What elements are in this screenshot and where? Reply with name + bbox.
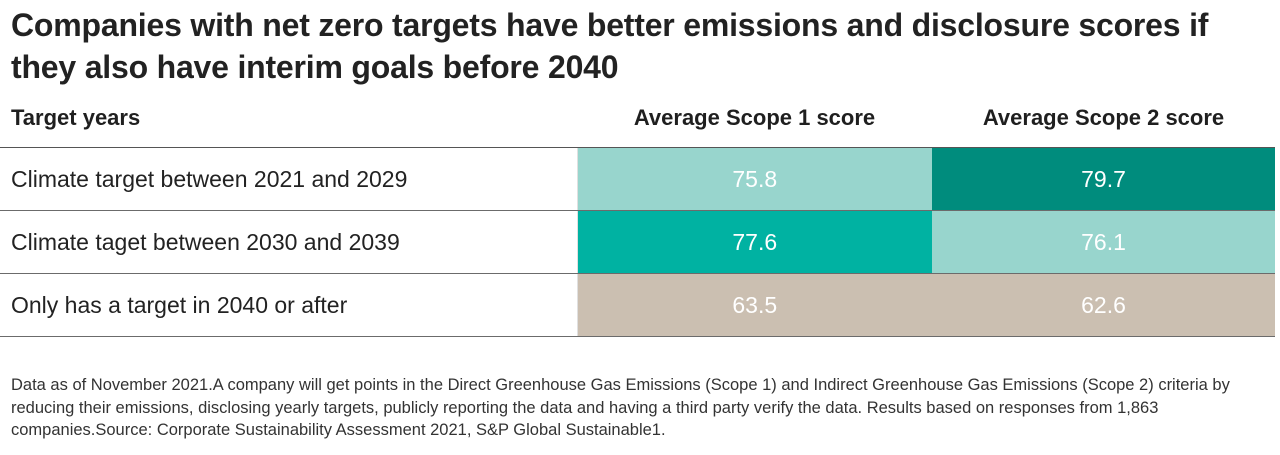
scope-1-score-cell: 75.8 <box>577 147 932 211</box>
table-row: Only has a target in 2040 or after 63.5 … <box>0 273 1275 337</box>
header-row: Target years Average Scope 1 score Avera… <box>0 88 1275 148</box>
row-label: Climate target between 2021 and 2029 <box>0 147 578 211</box>
column-header-target-years: Target years <box>0 88 577 148</box>
source-footnote: Data as of November 2021.A company will … <box>11 376 1230 439</box>
scope-1-score-cell: 77.6 <box>577 210 932 274</box>
scope-2-score-cell: 76.1 <box>932 210 1275 274</box>
table-body: Climate target between 2021 and 2029 75.… <box>0 147 1275 337</box>
column-header-scope-2: Average Scope 2 score <box>932 88 1275 148</box>
table-row: Climate taget between 2030 and 2039 77.6… <box>0 210 1275 274</box>
score-table: Target years Average Scope 1 score Avera… <box>0 88 1275 337</box>
scope-1-score-cell: 63.5 <box>577 273 932 337</box>
chart-title: Companies with net zero targets have bet… <box>11 7 1209 85</box>
scope-2-score-cell: 62.6 <box>932 273 1275 337</box>
row-label: Only has a target in 2040 or after <box>0 273 578 337</box>
column-header-scope-1: Average Scope 1 score <box>577 88 932 148</box>
table-header: Target years Average Scope 1 score Avera… <box>0 88 1275 148</box>
scope-2-score-cell: 79.7 <box>932 147 1275 211</box>
row-label: Climate taget between 2030 and 2039 <box>0 210 578 274</box>
table-row: Climate target between 2021 and 2029 75.… <box>0 147 1275 211</box>
